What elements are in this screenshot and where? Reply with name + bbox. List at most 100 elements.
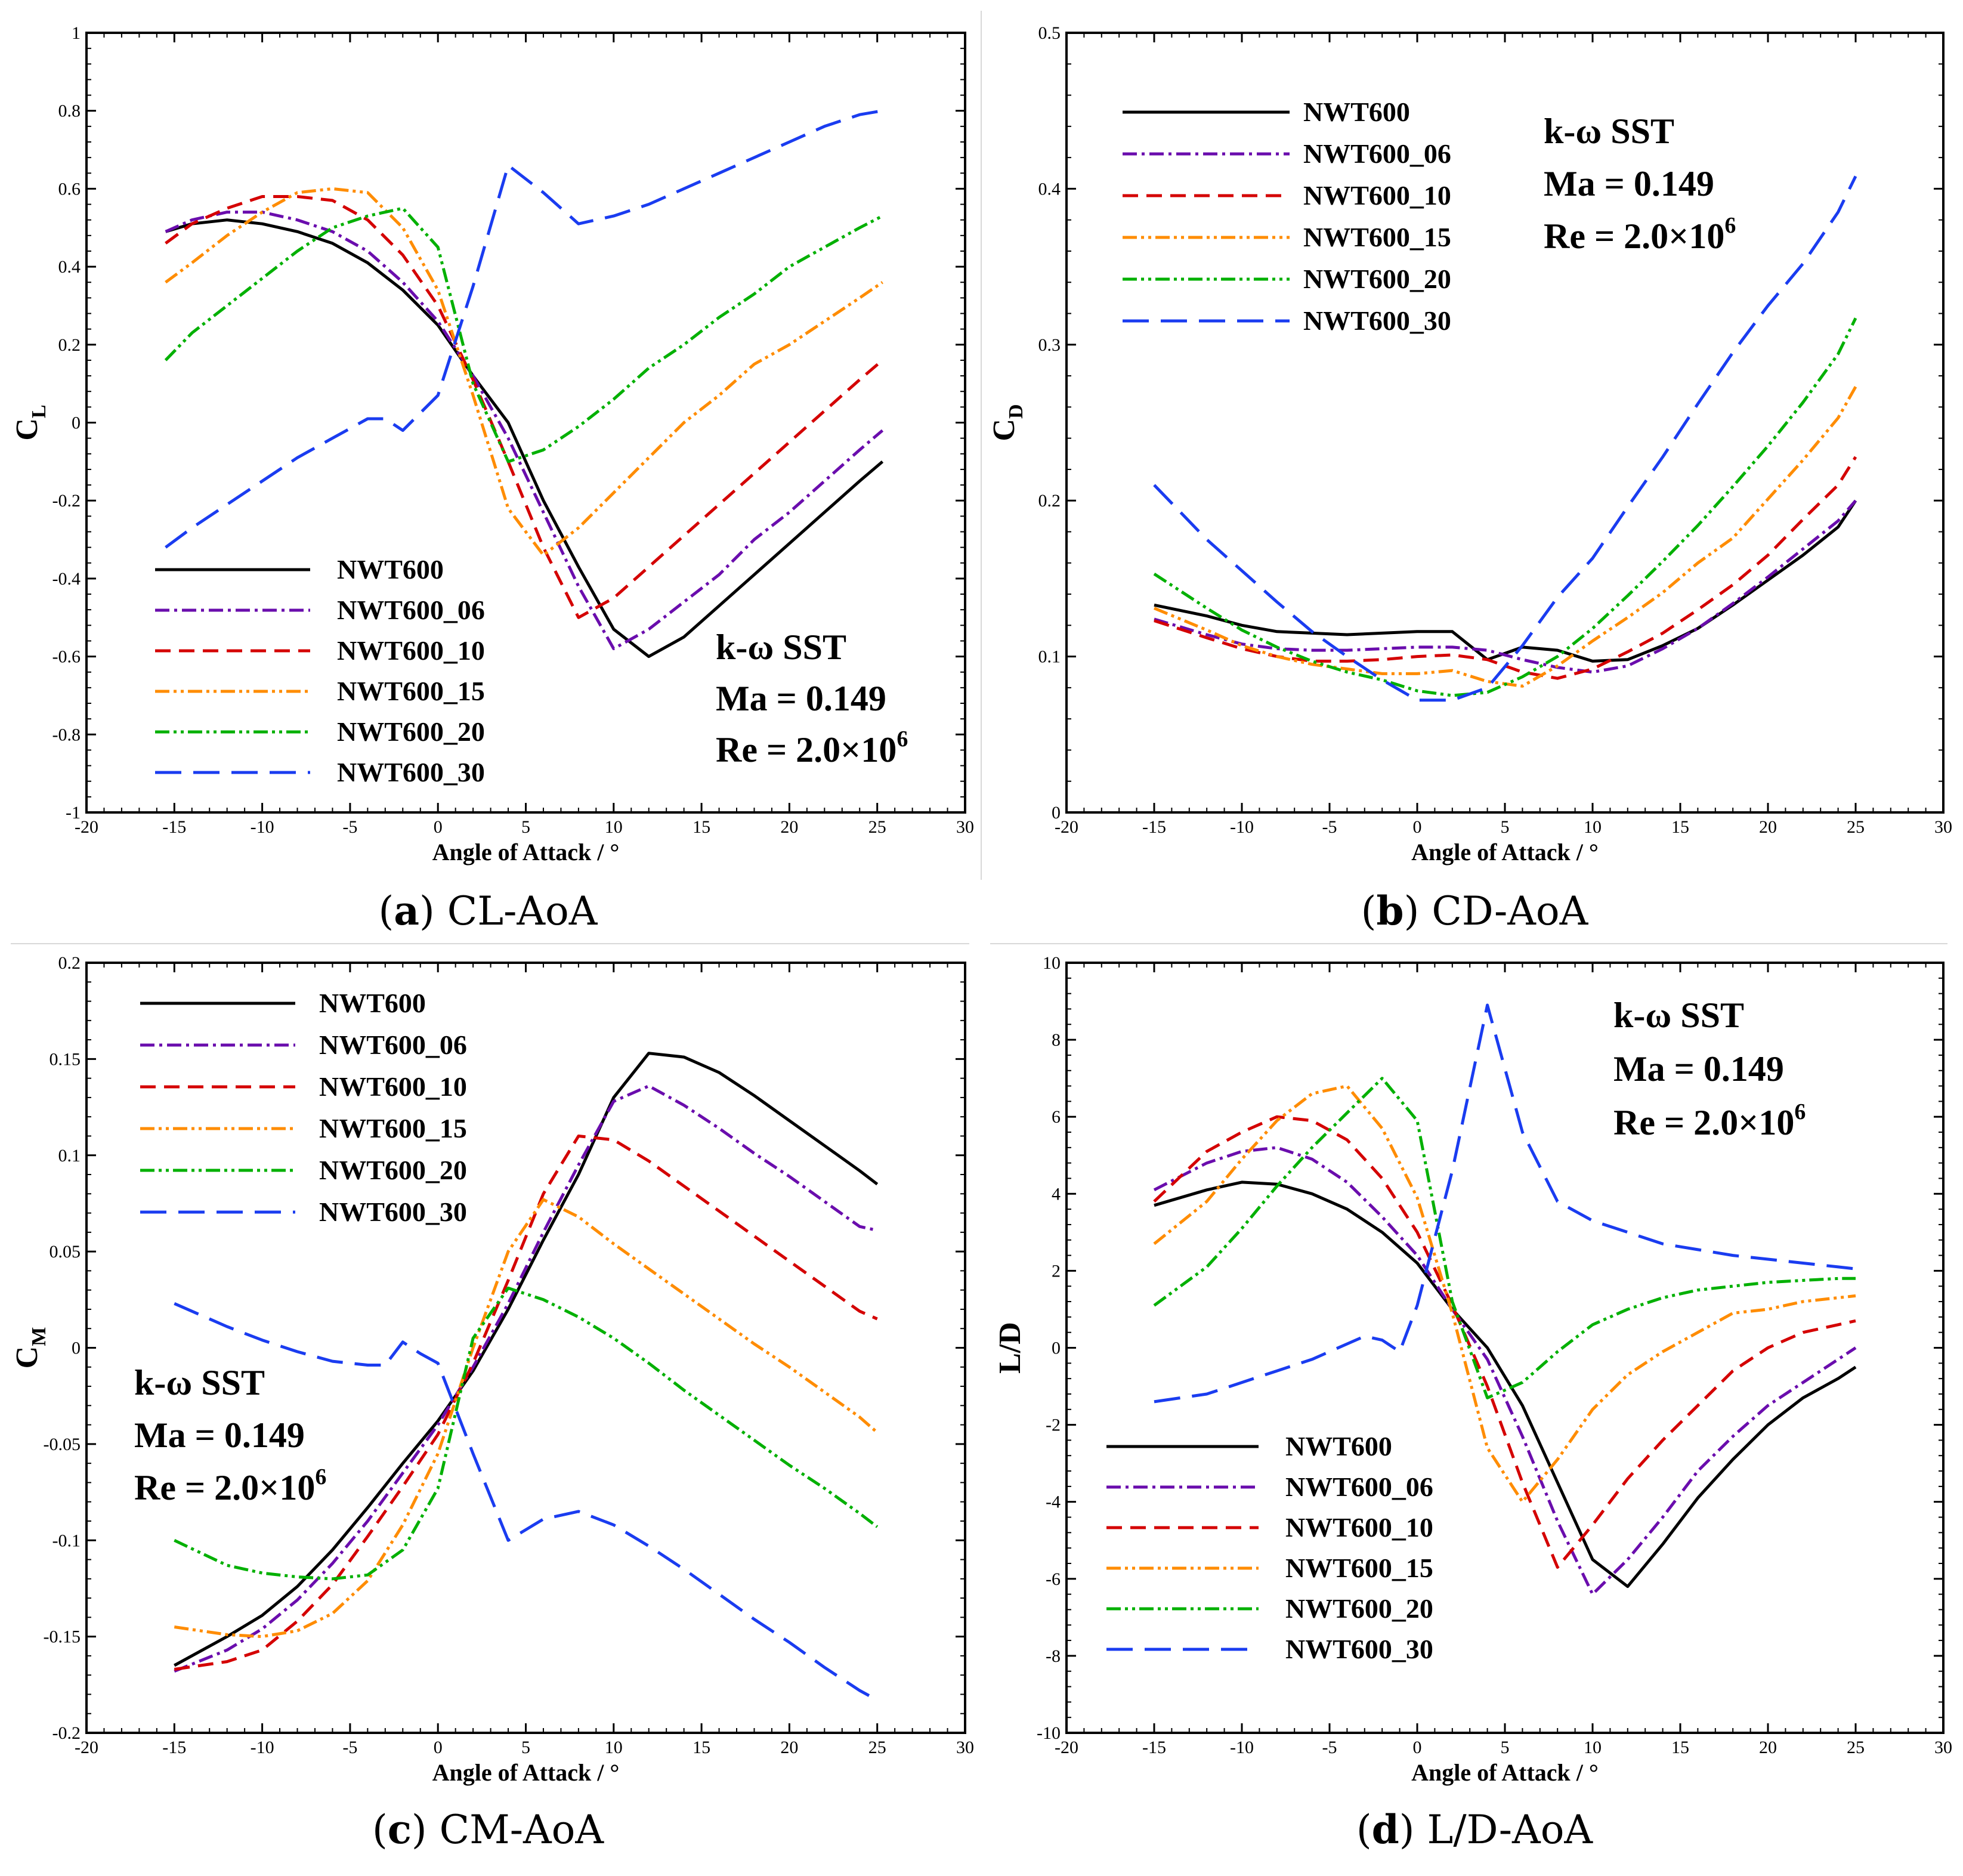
legend: NWT600 NWT600_06 NWT600_10 NWT600_15 NWT600_… xyxy=(140,988,467,1227)
y-axis-label-sub: L xyxy=(28,404,50,418)
caption-open-paren: ( xyxy=(1356,1807,1372,1853)
x-tick-label: -10 xyxy=(1230,817,1254,837)
legend-label: NWT600_06 xyxy=(337,595,485,625)
series-line-nwt600-20 xyxy=(1153,317,1857,697)
annotation-reynolds: Re = 2.0×106 xyxy=(134,1464,326,1507)
y-axis-label: CL xyxy=(10,404,50,440)
x-tick-label: -20 xyxy=(75,1738,98,1757)
series-line-nwt600-06 xyxy=(1154,499,1857,674)
x-tick-label: 15 xyxy=(1671,1738,1689,1757)
series-line-nwt600-30 xyxy=(174,1302,878,1702)
annotation-reynolds-base: Re = 2.0×10 xyxy=(1613,1103,1794,1142)
x-tick-label: 5 xyxy=(1501,1738,1510,1757)
series-line-nwt600 xyxy=(1154,1180,1857,1588)
y-tick-label: 0 xyxy=(72,413,81,433)
x-tick-label: -15 xyxy=(162,1738,186,1757)
legend-label: NWT600_15 xyxy=(1303,222,1451,252)
y-tick-label: 2 xyxy=(1052,1261,1061,1281)
panel-ld-aoa: -20 -15 -10 -5 0 5 10 15 20 25 30-10-8-6-4-2024681… xyxy=(993,953,1952,1853)
legend: NWT600 NWT600_06 NWT600_10 NWT600_15 NWT600_… xyxy=(1106,1431,1433,1664)
series-line-nwt600-06 xyxy=(174,1084,878,1673)
series-line-nwt600-20 xyxy=(174,1286,879,1581)
caption-text: CL-AoA xyxy=(447,888,598,934)
x-tick-label: 25 xyxy=(1847,817,1865,837)
caption-open-paren: ( xyxy=(372,1807,388,1853)
x-tick-label: 20 xyxy=(1759,817,1777,837)
legend-label: NWT600_10 xyxy=(1303,180,1451,211)
legend-label: NWT600_30 xyxy=(1285,1634,1433,1664)
x-tick-label: 0 xyxy=(1413,1738,1422,1757)
annotation-reynolds-exponent: 6 xyxy=(315,1464,326,1489)
x-tick-label: -10 xyxy=(1230,1738,1254,1757)
y-tick-label: 0.2 xyxy=(1038,491,1061,511)
x-tick-label: -5 xyxy=(342,817,357,837)
x-tick-label: -5 xyxy=(342,1738,357,1757)
y-tick-label: -0.4 xyxy=(52,569,81,589)
series-line-nwt600-06 xyxy=(1153,1146,1857,1596)
x-tick-label: 30 xyxy=(956,817,974,837)
annotation-mach: Ma = 0.149 xyxy=(716,679,886,718)
x-tick-label: 5 xyxy=(521,1738,530,1757)
x-tick-label: -10 xyxy=(251,1738,274,1757)
plot-frame xyxy=(1065,32,1945,814)
caption-open-paren: ( xyxy=(379,888,394,934)
caption-text: L/D-AoA xyxy=(1427,1807,1594,1853)
y-tick-label: -0.15 xyxy=(44,1627,81,1647)
plot-frame xyxy=(1065,962,1945,1734)
y-tick-label: 0.4 xyxy=(58,257,81,277)
y-tick-label: 0.3 xyxy=(1038,335,1061,355)
annotation-reynolds: Re = 2.0×106 xyxy=(1613,1099,1806,1142)
legend-label: NWT600_10 xyxy=(337,635,485,666)
annotation-mach: Ma = 0.149 xyxy=(1544,164,1714,203)
y-axis-label-main: C xyxy=(10,1346,44,1369)
caption-close-paren: ) xyxy=(419,888,447,934)
y-tick-label: -0.2 xyxy=(52,1723,81,1743)
legend-label: NWT600_06 xyxy=(1285,1472,1433,1502)
panel-caption: (c) CM-AoA xyxy=(372,1806,604,1853)
y-tick-label: 4 xyxy=(1052,1184,1061,1204)
x-tick-label: 25 xyxy=(868,817,886,837)
panel-caption: (a) CL-AoA xyxy=(379,888,598,934)
x-tick-label: -20 xyxy=(1055,817,1078,837)
y-tick-label: 0.4 xyxy=(1038,179,1061,199)
y-axis-label-sub: M xyxy=(28,1327,50,1346)
y-tick-label: 0.2 xyxy=(58,335,81,355)
series-line-nwt600-15 xyxy=(165,187,883,557)
annotation-model: k-ω SST xyxy=(134,1363,265,1402)
x-tick-label: 15 xyxy=(1671,817,1689,837)
y-tick-label: 0.1 xyxy=(58,1146,81,1166)
legend-label: NWT600 xyxy=(337,554,444,585)
panel-cl-aoa: -20 -15 -10 -5 0 5 10 15 20 25 30-1-0.8-0.6-0.4-0.… xyxy=(10,23,974,934)
x-tick-label: 10 xyxy=(605,817,623,837)
y-tick-label: -6 xyxy=(1046,1569,1061,1589)
x-axis-label: Angle of Attack / ° xyxy=(432,839,620,866)
x-tick-label: -10 xyxy=(251,817,274,837)
legend-label: NWT600 xyxy=(319,988,426,1018)
legend-label: NWT600_30 xyxy=(1303,305,1451,336)
annotation-model: k-ω SST xyxy=(1544,112,1674,151)
legend: NWT600 NWT600_06 NWT600_10 NWT600_15 NWT600_… xyxy=(1123,97,1451,336)
legend: NWT600 NWT600_06 NWT600_10 NWT600_15 NWT600_… xyxy=(155,554,485,787)
legend-label: NWT600_30 xyxy=(319,1197,467,1227)
y-tick-label: 10 xyxy=(1043,953,1061,973)
caption-close-paren: ) xyxy=(412,1807,440,1853)
panel-cd-aoa: -20 -15 -10 -5 0 5 10 15 20 25 30 0 0.1 0.2 0.3 0.4 0.5 A… xyxy=(987,23,1952,934)
series-line-nwt600-15 xyxy=(174,1198,879,1639)
y-tick-label: -0.6 xyxy=(52,647,81,667)
x-tick-label: 15 xyxy=(693,1738,710,1757)
caption-close-paren: ) xyxy=(1399,1807,1427,1853)
y-tick-label: -1 xyxy=(66,803,81,823)
x-tick-label: 20 xyxy=(1759,1738,1777,1757)
y-tick-label: -0.05 xyxy=(44,1435,81,1454)
series-line-nwt600-10 xyxy=(165,195,884,619)
panel-caption: (d) L/D-AoA xyxy=(1356,1806,1594,1853)
y-tick-label: 0 xyxy=(1052,803,1061,823)
annotation-mach: Ma = 0.149 xyxy=(1613,1049,1784,1089)
y-axis-label-main: C xyxy=(987,419,1021,441)
annotation-reynolds-base: Re = 2.0×10 xyxy=(1544,217,1724,256)
legend-label: NWT600 xyxy=(1303,97,1410,127)
x-tick-label: -5 xyxy=(1322,1738,1337,1757)
legend-label: NWT600_30 xyxy=(337,757,485,787)
caption-close-paren: ) xyxy=(1404,888,1432,934)
legend-label: NWT600_15 xyxy=(337,676,485,706)
